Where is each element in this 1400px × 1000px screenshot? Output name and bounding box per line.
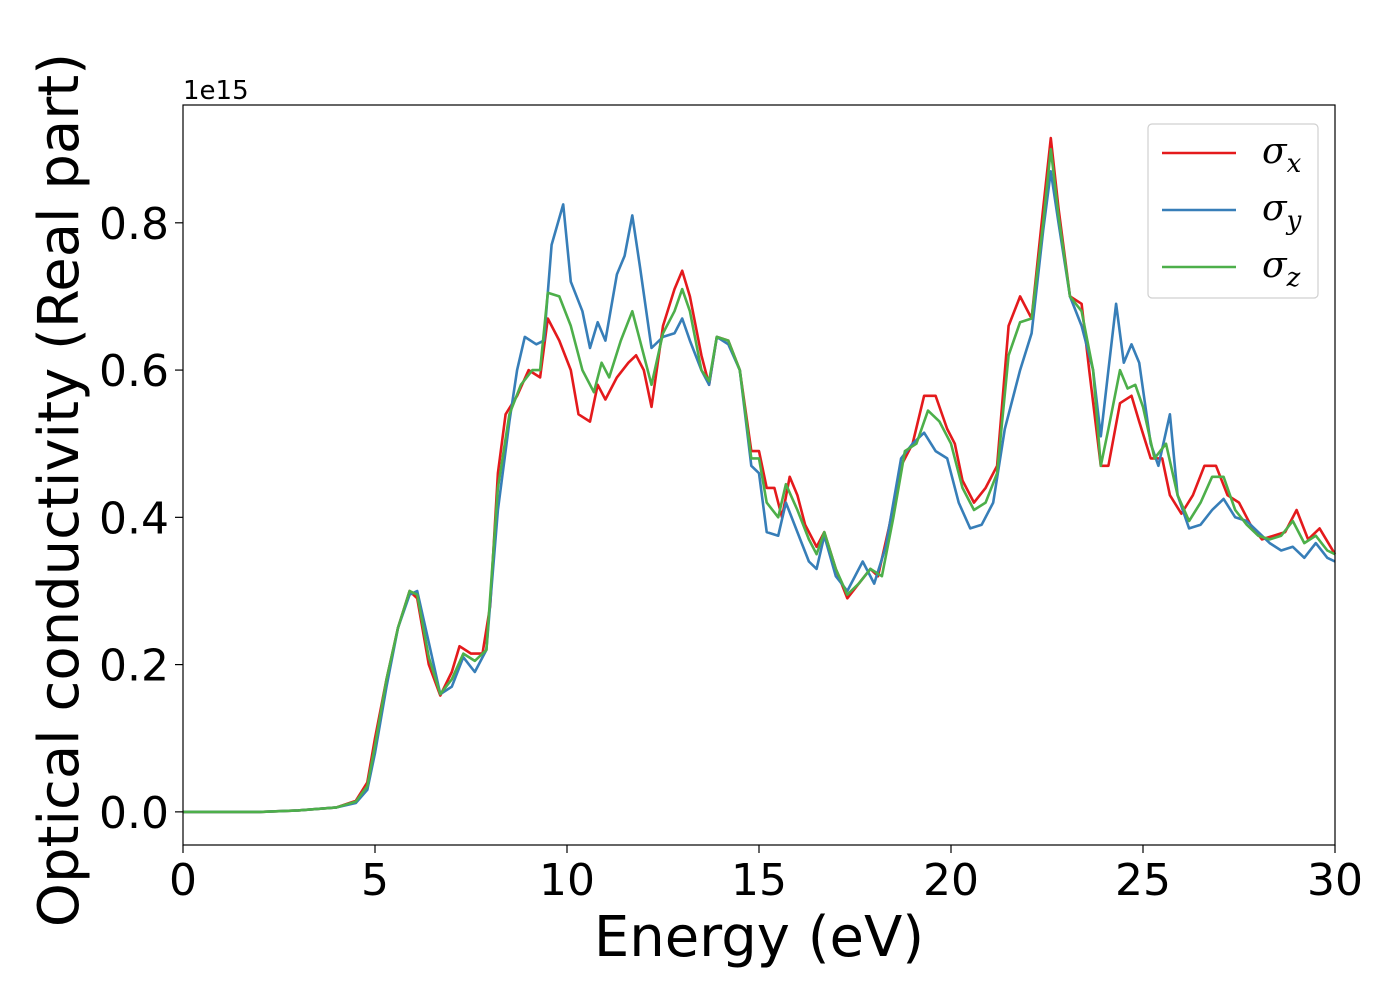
legend-label-y: σy (1262, 188, 1302, 236)
ticks-layer: 0 5 10 15 20 25 30 0.0 0.2 0.4 0.6 0.8 (99, 199, 1363, 906)
x-tick-label: 20 (923, 855, 979, 906)
x-tick-label: 30 (1307, 855, 1363, 906)
x-tick-label: 10 (539, 855, 595, 906)
x-tick-label: 5 (361, 855, 389, 906)
legend: σx σy σz (1147, 123, 1319, 299)
series-line-z (183, 147, 1336, 814)
y-tick-label: 0.6 (99, 346, 169, 397)
x-tick-label: 15 (731, 855, 787, 906)
series-layer (183, 136, 1337, 814)
y-tick-label: 0.8 (99, 199, 169, 250)
legend-label-x: σx (1262, 131, 1302, 179)
x-tick-label: 0 (169, 855, 197, 906)
y-tick-label: 0.4 (99, 493, 169, 544)
y-tick-label: 0.2 (99, 641, 169, 692)
legend-label-z: σz (1262, 245, 1301, 293)
x-tick-label: 25 (1115, 855, 1171, 906)
y-axis-title: Optical conductivity (Real part) (27, 53, 92, 927)
x-axis-title: Energy (eV) (594, 905, 924, 970)
y-tick-label: 0.0 (99, 788, 169, 839)
y-offset-text: 1e15 (183, 76, 249, 106)
